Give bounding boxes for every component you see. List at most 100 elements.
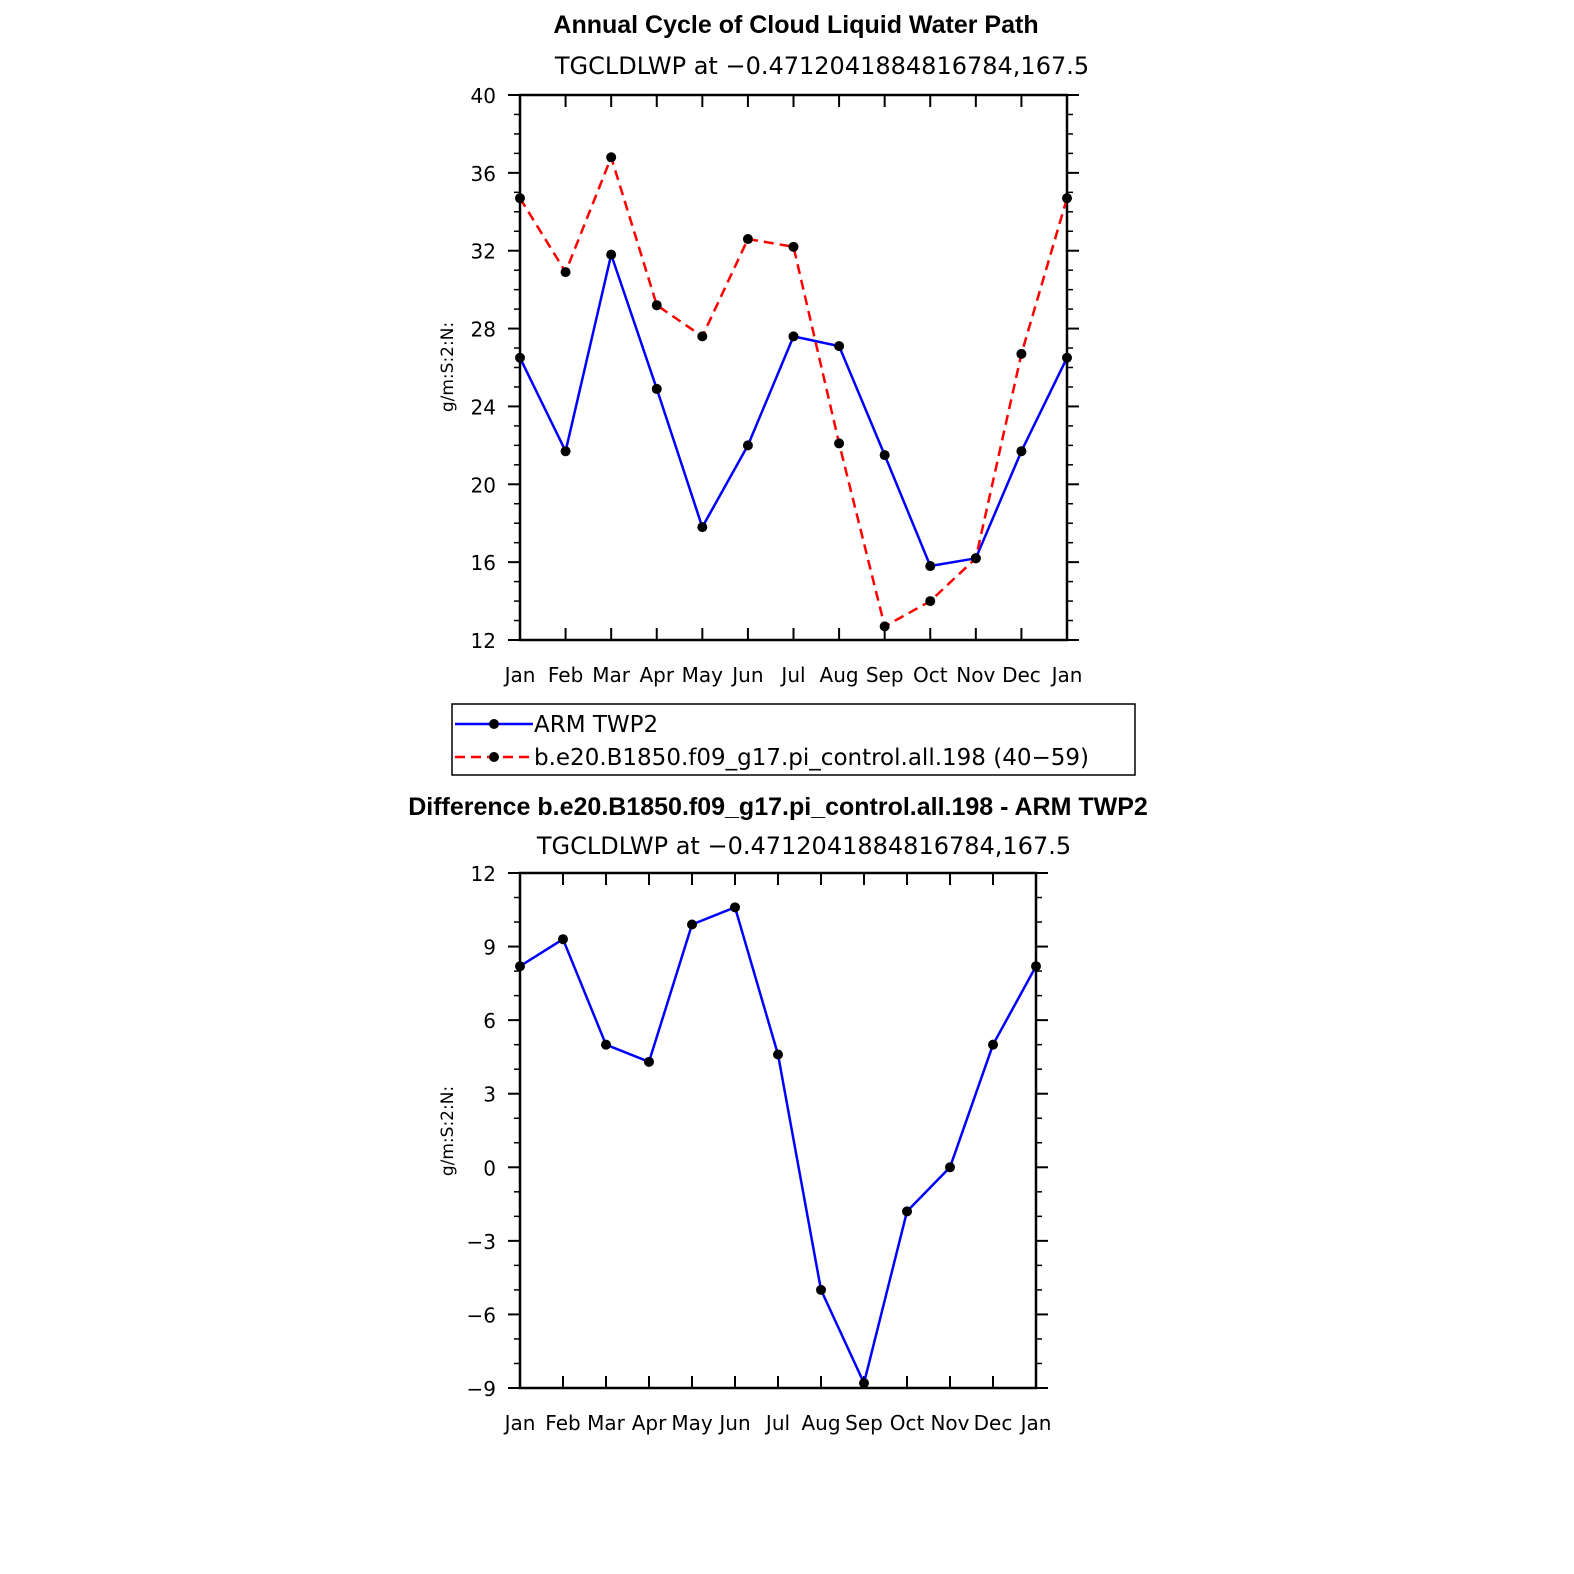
data-point-s0-1: [558, 934, 568, 945]
data-point-s1-7: [834, 438, 845, 449]
x-tick-label: May: [682, 663, 724, 687]
y-tick-label: 24: [471, 395, 496, 419]
data-point-s0-7: [834, 341, 845, 352]
x-tick-label: Aug: [820, 663, 859, 687]
data-point-s1-0: [515, 193, 525, 204]
y-tick-label: 12: [471, 629, 496, 653]
x-tick-label: Feb: [545, 1411, 580, 1435]
data-point-s0-1: [560, 446, 571, 457]
x-tick-label: Aug: [801, 1411, 840, 1435]
data-point-s1-9: [925, 596, 936, 607]
plot-frame: [518, 871, 1038, 1390]
data-point-s0-5: [742, 440, 753, 451]
x-tick-label: Mar: [592, 663, 631, 687]
data-point-s0-3: [651, 383, 662, 394]
x-tick-label: May: [671, 1411, 713, 1435]
legend-box: [451, 703, 1136, 776]
data-point-s0-9: [902, 1206, 912, 1217]
y-tick-label: 16: [471, 551, 496, 575]
y-tick-label: 32: [471, 240, 496, 264]
data-point-s0-3: [644, 1056, 654, 1067]
data-point-s1-8: [879, 621, 890, 632]
data-point-s1-2: [606, 152, 617, 163]
data-point-s0-6: [773, 1049, 783, 1060]
data-point-s0-9: [925, 561, 936, 572]
legend-label-model: b.e20.B1850.f09_g17.pi_control.all.198 (…: [534, 745, 1089, 771]
x-tick-label: Jan: [1019, 1411, 1052, 1435]
data-point-s1-6: [788, 241, 799, 252]
x-tick-label: Dec: [974, 1411, 1013, 1435]
legend-marker-model: [489, 752, 499, 762]
x-tick-label: Jul: [764, 1411, 790, 1435]
data-point-s0-12: [1062, 352, 1072, 363]
x-tick-label: Apr: [632, 1411, 667, 1435]
x-tick-label: Apr: [639, 663, 674, 687]
x-tick-label: Dec: [1002, 663, 1041, 687]
data-point-s0-8: [879, 450, 890, 461]
data-point-s1-10: [970, 553, 981, 564]
plot-marks: [515, 902, 1041, 1389]
y-tick-label: −3: [467, 1230, 496, 1254]
data-point-s0-0: [515, 961, 525, 972]
x-tick-label: Sep: [845, 1411, 883, 1435]
data-point-s0-2: [601, 1039, 611, 1050]
data-point-s0-4: [697, 522, 708, 533]
chart-title: Difference b.e20.B1850.f09_g17.pi_contro…: [408, 793, 1148, 821]
x-tick-label: Feb: [548, 663, 583, 687]
y-tick-label: 20: [471, 473, 496, 497]
chart-subtitle: TGCLDLWP at −0.4712041884816784,167.5: [536, 832, 1071, 860]
y-tick-label: 12: [471, 862, 496, 886]
data-point-s0-12: [1031, 961, 1041, 972]
axes-frame: Jan Feb Mar Apr May Jun Jul Aug Sep Oct Nov Dec Jan1…: [467, 862, 1052, 1435]
data-point-s0-7: [816, 1284, 826, 1295]
series-line-0: [518, 253, 1069, 568]
x-tick-label: Jul: [779, 663, 805, 687]
data-point-s0-11: [1016, 446, 1027, 457]
y-tick-label: 28: [471, 318, 496, 342]
panel-annual-cycle: Annual Cycle of Cloud Liquid Water Path …: [438, 11, 1089, 687]
chart-subtitle: TGCLDLWP at −0.4712041884816784,167.5: [554, 52, 1089, 80]
legend: ARM TWP2 b.e20.B1850.f09_g17.pi_control.…: [451, 703, 1136, 776]
x-tick-label: Sep: [866, 663, 904, 687]
data-point-s1-11: [1016, 348, 1027, 359]
x-tick-label: Oct: [913, 663, 948, 687]
y-axis-label: g/m:S:2:N:: [438, 322, 458, 412]
x-tick-label: Jan: [503, 1411, 536, 1435]
y-tick-label: −9: [467, 1377, 496, 1401]
x-tick-label: Mar: [587, 1411, 626, 1435]
axes-frame: Jan Feb Mar Apr May Jun Jul Aug Sep Oct Nov Dec Jan 4…: [471, 84, 1083, 687]
data-point-s1-12: [1062, 193, 1072, 204]
y-tick-label: 9: [483, 936, 496, 960]
x-tick-label: Nov: [930, 1411, 969, 1435]
data-point-s0-5: [730, 902, 740, 913]
panel-difference: Difference b.e20.B1850.f09_g17.pi_contro…: [408, 793, 1148, 1435]
y-tick-label: 36: [471, 162, 496, 186]
y-tick-label: −6: [467, 1303, 496, 1327]
chart-title: Annual Cycle of Cloud Liquid Water Path: [553, 11, 1038, 39]
x-tick-label: Oct: [890, 1411, 925, 1435]
y-tick-label: 0: [483, 1156, 496, 1180]
plot-frame: [518, 93, 1069, 642]
legend-marker-arm: [489, 719, 499, 729]
data-point-s1-3: [651, 300, 662, 311]
x-tick-label: Nov: [956, 663, 995, 687]
plot-marks: [515, 152, 1072, 632]
x-tick-label: Jan: [503, 663, 536, 687]
data-point-s0-10: [945, 1162, 955, 1173]
data-point-s1-4: [697, 331, 708, 342]
data-point-s1-5: [742, 234, 753, 245]
data-point-s0-4: [687, 919, 697, 930]
y-axis-label: g/m:S:2:N:: [438, 1086, 458, 1176]
x-tick-label: Jun: [717, 1411, 750, 1435]
data-point-s0-11: [988, 1039, 998, 1050]
x-tick-label: Jun: [730, 663, 763, 687]
data-point-s0-0: [515, 352, 525, 363]
y-tick-label: 40: [471, 84, 496, 108]
series-line-0: [519, 906, 1038, 1385]
data-point-s0-6: [788, 331, 799, 342]
y-tick-label: 3: [483, 1083, 496, 1107]
data-point-s0-8: [859, 1378, 869, 1389]
series-line-1: [518, 156, 1069, 628]
data-point-s1-1: [560, 267, 571, 278]
